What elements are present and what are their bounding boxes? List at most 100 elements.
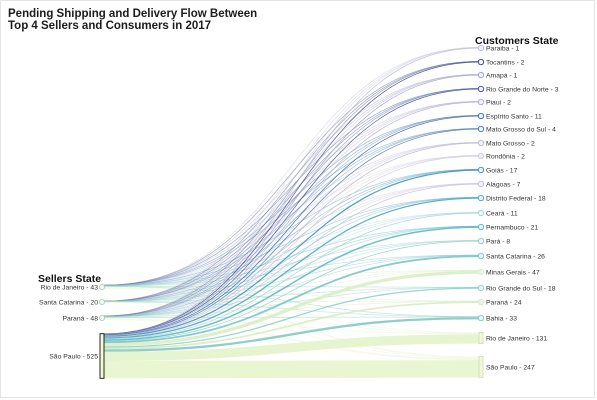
flow-sao-paulo-to-rio-grande-do-sul — [103, 287, 480, 348]
flow-santa-catarina-to-alagoas — [103, 183, 480, 302]
flow-santa-catarina-to-rondonia — [103, 155, 480, 302]
target-node-distrito-federal — [477, 194, 485, 202]
flow-rio-de-janeiro-to-goias — [103, 168, 480, 286]
flow-sao-paulo-to-para — [103, 240, 480, 342]
flow-parana-to-rio-grande-do-sul — [103, 287, 480, 318]
flow-sao-paulo-to-amapa — [103, 74, 480, 335]
flow-parana-to-espirito-santo — [103, 115, 480, 317]
target-node-paraiba — [477, 44, 485, 52]
target-label-paraiba: Paraiba - 1 — [486, 45, 519, 52]
source-label-parana: Paraná - 48 — [62, 315, 98, 322]
chart-title-line-1: Pending Shipping and Delivery Flow Betwe… — [8, 8, 258, 20]
flow-parana-to-santa-catarina — [103, 254, 480, 318]
target-label-rondonia: Rondônia - 2 — [486, 153, 525, 160]
target-label-espirito-santo: Espírito Santo - 11 — [486, 113, 542, 120]
target-node-mato-grosso-do-sul — [477, 125, 485, 133]
target-label-tocantins: Tocantins - 2 — [486, 59, 525, 66]
flow-parana-to-pernambuco — [103, 226, 480, 317]
flow-sao-paulo-to-espirito-santo — [103, 115, 480, 336]
target-label-rio-grande-do-norte: Rio Grande do Norte - 3 — [486, 86, 559, 93]
source-label-santa-catarina: Santa Catarina - 20 — [39, 299, 98, 306]
sankey-links — [103, 47, 480, 379]
flow-sao-paulo-to-sao-paulo — [103, 360, 480, 379]
target-label-ceara: Ceará - 11 — [486, 210, 518, 217]
target-node-tocantins — [477, 58, 485, 66]
target-label-mato-grosso-do-sul: Mato Grosso do Sul - 4 — [486, 126, 556, 133]
flow-santa-catarina-to-santa-catarina — [103, 254, 480, 302]
source-node-marker-rio-de-janeiro — [99, 283, 106, 290]
target-label-bahia: Bahia - 33 — [486, 315, 517, 322]
flow-parana-to-tocantins — [103, 61, 480, 317]
flow-santa-catarina-to-mato-grosso — [103, 142, 480, 302]
flow-rio-de-janeiro-to-piaui — [103, 101, 480, 286]
flow-sao-paulo-to-distrito-federal — [103, 197, 480, 339]
source-label-sao-paulo: São Paulo - 525 — [49, 353, 98, 360]
target-node-piaui — [477, 98, 485, 106]
flow-sao-paulo-to-pernambuco — [103, 226, 480, 341]
flow-rio-de-janeiro-to-mato-grosso-do-sul — [103, 128, 480, 286]
flow-parana-to-para — [103, 240, 480, 317]
flow-rio-de-janeiro-to-distrito-federal — [103, 196, 480, 286]
target-label-goias: Goiás - 17 — [486, 167, 518, 174]
target-node-sao-paulo — [478, 356, 484, 378]
source-node-sao-paulo — [99, 333, 105, 379]
flow-parana-to-rio-grande-do-norte — [103, 88, 480, 317]
target-node-pernambuco — [477, 223, 485, 231]
flow-santa-catarina-to-espirito-santo — [103, 115, 480, 302]
flow-rio-de-janeiro-to-alagoas — [103, 183, 480, 286]
flow-parana-to-alagoas — [103, 183, 480, 317]
flow-parana-to-piaui — [103, 101, 480, 317]
flow-santa-catarina-to-paraiba — [103, 47, 480, 302]
flow-rio-de-janeiro-to-amapa — [103, 74, 480, 286]
flow-sao-paulo-to-mato-grosso-do-sul — [103, 128, 480, 336]
flow-santa-catarina-to-piaui — [103, 101, 480, 302]
target-node-santa-catarina — [477, 252, 485, 260]
sankey-nodes: Rio de Janeiro - 43 Santa Catarina - 20 Pa… — [39, 44, 559, 379]
target-label-distrito-federal: Distrito Federal - 18 — [486, 195, 546, 202]
flow-santa-catarina-to-para — [103, 240, 480, 302]
target-node-ceara — [477, 209, 485, 217]
target-node-rondonia — [477, 152, 485, 160]
flow-sao-paulo-to-parana — [103, 301, 480, 350]
target-label-rio-de-janeiro: Rio de Janeiro - 131 — [486, 335, 547, 342]
flow-santa-catarina-to-distrito-federal — [103, 197, 480, 302]
flow-santa-catarina-to-tocantins — [103, 61, 480, 302]
sellers-group-label: Sellers State — [38, 273, 101, 285]
flow-rio-de-janeiro-to-minas-gerais — [103, 269, 480, 287]
flow-santa-catarina-to-amapa — [103, 74, 480, 302]
target-label-piaui: Piaui - 2 — [486, 99, 511, 106]
flow-sao-paulo-to-paraiba — [103, 47, 480, 335]
target-node-espirito-santo — [477, 112, 485, 120]
target-node-bahia — [477, 314, 485, 322]
target-node-rio-grande-do-sul — [477, 284, 485, 292]
flow-sao-paulo-to-rio-grande-do-norte — [103, 88, 480, 335]
flow-rio-de-janeiro-to-espirito-santo — [103, 115, 480, 286]
target-node-amapa — [477, 71, 485, 79]
flow-sao-paulo-to-goias — [103, 169, 480, 337]
target-node-mato-grosso — [477, 139, 485, 147]
flow-santa-catarina-to-goias — [103, 169, 480, 302]
flow-rio-de-janeiro-to-mato-grosso — [103, 142, 480, 286]
target-node-rio-de-janeiro — [478, 332, 484, 344]
flow-rio-de-janeiro-to-paraiba — [103, 47, 480, 286]
flow-rio-de-janeiro-to-rondonia — [103, 155, 480, 286]
flow-rio-de-janeiro-to-parana — [103, 286, 480, 302]
target-node-minas-gerais — [477, 268, 485, 276]
customers-group-label: Customers State — [475, 35, 559, 47]
flow-santa-catarina-to-mato-grosso-do-sul — [103, 128, 480, 302]
flow-parana-to-paraiba — [103, 47, 480, 317]
target-label-parana: Paraná - 24 — [486, 299, 522, 306]
flow-rio-de-janeiro-to-ceara — [103, 212, 480, 286]
flow-parana-to-goias — [103, 169, 480, 317]
target-label-alagoas: Alagoas - 7 — [486, 181, 521, 188]
target-label-santa-catarina: Santa Catarina - 26 — [486, 253, 545, 260]
flow-parana-to-rondonia — [103, 155, 480, 317]
target-label-mato-grosso: Mato Grosso - 2 — [486, 140, 535, 147]
target-label-rio-grande-do-sul: Rio Grande do Sul - 18 — [486, 285, 556, 292]
source-label-rio-de-janeiro: Rio de Janeiro - 43 — [41, 284, 99, 291]
flow-parana-to-ceara — [103, 212, 480, 317]
flow-parana-to-mato-grosso — [103, 142, 480, 317]
flow-santa-catarina-to-ceara — [103, 212, 480, 302]
